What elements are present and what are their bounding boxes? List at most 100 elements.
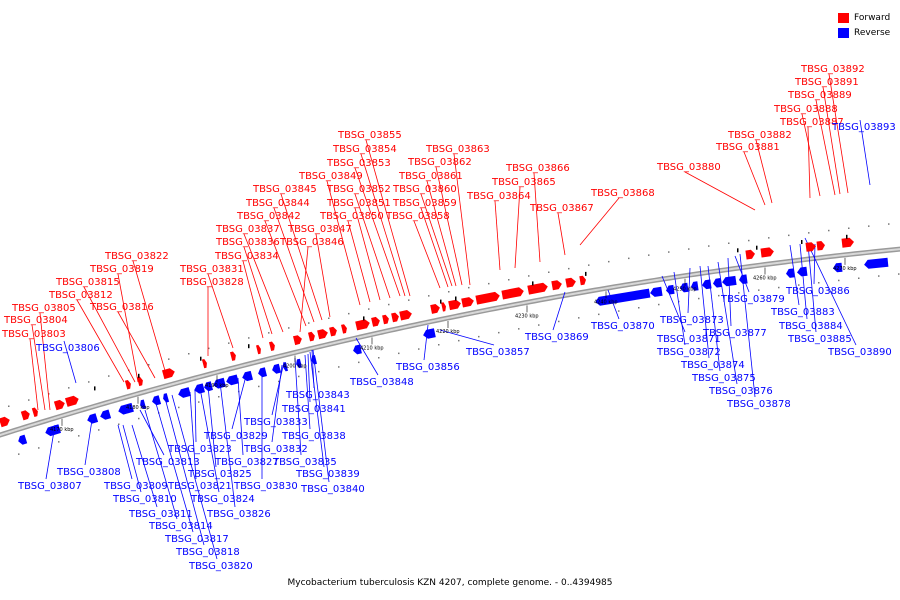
gene-label: TBSG_03885 <box>787 334 852 345</box>
strand-dot <box>488 282 490 285</box>
leader-line <box>264 220 307 327</box>
tick-label: 4250 kbp <box>673 287 697 293</box>
reverse-gene <box>140 399 147 409</box>
strand-dot <box>188 353 190 355</box>
leader-line <box>801 113 821 197</box>
reverse-gene <box>45 424 61 437</box>
genome-caption: Mycobacterium tuberculosis KZN 4207, com… <box>287 578 613 588</box>
gene-label: TBSG_03812 <box>48 290 113 301</box>
gene-mark <box>737 248 739 253</box>
reverse-gene <box>100 409 112 420</box>
gene-label: TBSG_03838 <box>281 431 346 442</box>
gene-label: TBSG_03889 <box>787 90 852 101</box>
gene-label: TBSG_03832 <box>243 444 308 455</box>
gene-label: TBSG_03869 <box>524 332 589 343</box>
leader-line <box>755 139 773 204</box>
reverse-gene <box>18 434 28 445</box>
forward-gene <box>475 291 500 305</box>
gene-label: TBSG_03887 <box>779 117 844 128</box>
forward-gene <box>355 319 370 331</box>
tick-label: 4210 kbp <box>360 345 384 351</box>
strand-dot <box>398 352 400 355</box>
strand-dot <box>738 292 740 294</box>
strand-dot <box>368 308 370 310</box>
gene-label: TBSG_03884 <box>778 321 843 332</box>
gene-label: TBSG_03826 <box>206 509 271 520</box>
leader-line <box>807 243 817 333</box>
strand-dot <box>808 232 810 234</box>
reverse-gene <box>296 358 302 369</box>
strand-dot <box>88 381 90 383</box>
gene-label: TBSG_03868 <box>590 188 655 199</box>
gene-label: TBSG_03886 <box>785 286 850 297</box>
strand-dot <box>328 317 330 319</box>
gene-label: TBSG_03873 <box>659 315 724 326</box>
gene-label: TBSG_03880 <box>656 162 721 173</box>
strand-dot <box>868 225 870 227</box>
gene-mark <box>248 344 250 349</box>
strand-dot <box>468 286 470 289</box>
gene-label: TBSG_03808 <box>56 467 121 478</box>
gene-label: TBSG_03879 <box>720 294 785 305</box>
gene-label: TBSG_03870 <box>590 321 655 332</box>
strand-dot <box>428 295 430 297</box>
legend-reverse: Reverse <box>838 25 890 40</box>
gene-label: TBSG_03857 <box>465 347 530 358</box>
reverse-gene <box>666 284 675 295</box>
gene-label: TBSG_03846 <box>279 237 344 248</box>
strand-dot <box>18 453 20 455</box>
reverse-gene <box>680 282 689 293</box>
strand-dot <box>168 358 170 360</box>
reverse-gene <box>283 362 288 372</box>
gene-mark <box>532 281 534 286</box>
gene-label: TBSG_03862 <box>407 157 472 168</box>
reverse-gene <box>163 393 170 403</box>
leader-line <box>684 171 756 211</box>
leader-line <box>122 424 142 493</box>
legend-reverse-label: Reverse <box>854 27 891 38</box>
strand-dot <box>828 229 830 232</box>
reverse-gene <box>722 275 737 287</box>
forward-gene <box>527 282 548 295</box>
legend: Forward Reverse <box>838 10 890 40</box>
forward-gene <box>745 249 755 260</box>
gene-label: TBSG_03849 <box>298 171 363 182</box>
strand-dot <box>38 447 40 449</box>
forward-gene <box>441 302 446 312</box>
strand-dot <box>28 399 30 401</box>
strand-dot <box>118 423 120 425</box>
gene-label: TBSG_03825 <box>187 469 252 480</box>
gene-label: TBSG_03883 <box>770 307 835 318</box>
gene-label: TBSG_03890 <box>827 347 892 358</box>
forward-gene <box>579 275 586 286</box>
leader-line <box>231 375 247 430</box>
leader-line <box>207 385 217 468</box>
strand-dot <box>628 257 630 260</box>
reverse-swatch <box>838 27 849 38</box>
legend-forward: Forward <box>838 10 890 25</box>
gene-label: TBSG_03858 <box>385 211 450 222</box>
strand-dot <box>8 405 10 407</box>
leader-line <box>63 340 77 384</box>
gene-label: TBSG_03834 <box>214 251 279 262</box>
strand-dot <box>248 337 250 339</box>
forward-gene <box>501 287 524 300</box>
gene-label: TBSG_03816 <box>89 302 154 313</box>
reverse-gene <box>595 288 651 306</box>
gene-label: TBSG_03856 <box>395 362 460 373</box>
leader-line <box>413 220 441 289</box>
leader-line <box>579 197 620 246</box>
forward-gene <box>136 376 143 387</box>
leader-line <box>807 126 811 199</box>
gene-label: TBSG_03836 <box>215 237 280 248</box>
gene-label: TBSG_03859 <box>392 198 457 209</box>
gene-label: TBSG_03876 <box>708 386 773 397</box>
leader-line <box>117 424 133 480</box>
leader-line <box>687 267 691 314</box>
gene-label: TBSG_03831 <box>179 264 244 275</box>
strand-dot <box>688 248 690 250</box>
leader-line <box>307 353 311 403</box>
leader-line <box>354 193 391 299</box>
forward-gene <box>760 247 774 258</box>
